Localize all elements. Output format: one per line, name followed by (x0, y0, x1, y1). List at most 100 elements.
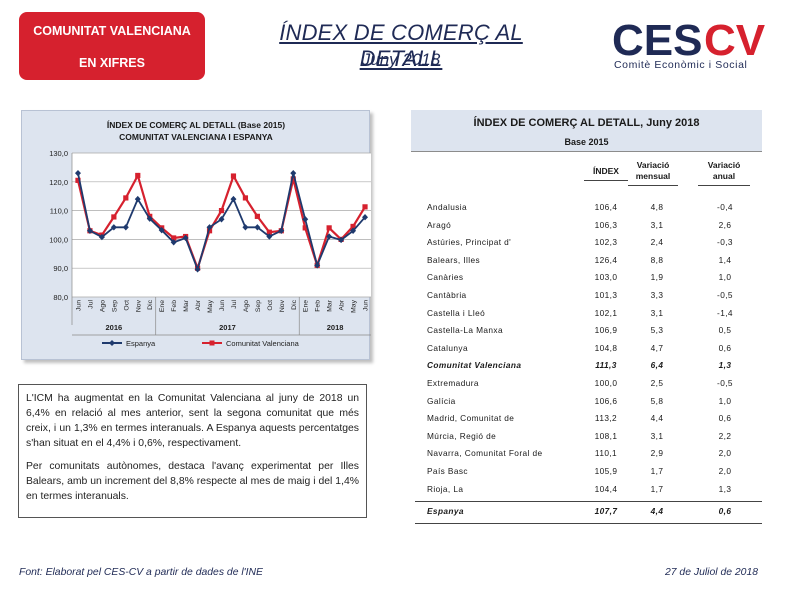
monthly-change: 5,3 (650, 325, 664, 336)
data-point-square (350, 223, 356, 230)
chart-title: ÍNDEX DE COMERÇ AL DETALL (Base 2015) (107, 120, 285, 130)
data-point-diamond (98, 233, 105, 241)
data-point-diamond (218, 216, 225, 223)
x-tick-label: Abr (339, 299, 346, 310)
page-title: ÍNDEX DE COMERÇ AL DETALL (279, 20, 523, 71)
year-label: 2017 (219, 323, 236, 332)
data-point-square (218, 208, 225, 214)
x-tick-label: Oct (123, 300, 130, 311)
x-tick-label: Dic (147, 299, 154, 309)
table-row: Andalusia 106,4 4,8 -0,4 (427, 200, 762, 217)
data-point-diamond (302, 216, 309, 223)
index-value: 104,8 (594, 342, 618, 353)
region-name: Galícia (427, 395, 456, 406)
data-point-diamond (146, 215, 153, 222)
table-row: Balears, Illes 126,4 8,8 1,4 (427, 253, 762, 270)
table-row: Madrid, Comunitat de 113,2 4,4 0,6 (427, 411, 762, 428)
x-tick-label: Dic (291, 299, 298, 309)
data-point-diamond (194, 266, 201, 273)
annual-change: -0,4 (717, 202, 733, 212)
x-tick-label: Jun (219, 300, 226, 311)
monthly-change: 1,9 (650, 272, 664, 283)
data-point-square (111, 214, 117, 220)
data-point-diamond (278, 227, 285, 234)
data-point-square (123, 195, 129, 201)
region-name: Balears, Illes (427, 254, 481, 265)
y-tick-label: 130,0 (49, 149, 68, 158)
index-value: 108,1 (594, 430, 618, 441)
index-value: 104,4 (594, 483, 618, 494)
data-point-diamond (158, 226, 165, 234)
data-point-square (75, 177, 81, 183)
cescv-logo: CES CV Comitè Econòmic i Social (612, 15, 770, 73)
annual-change: -0,5 (717, 378, 733, 388)
commentary-box: L'ICM ha augmentat en la Comunitat Valen… (18, 384, 367, 518)
index-value: 106,3 (594, 219, 618, 230)
legend-label: Comunitat Valenciana (226, 339, 300, 348)
index-value: 105,9 (594, 466, 618, 476)
data-point-square (206, 228, 213, 234)
annual-change: 0,6 (718, 413, 732, 424)
data-point-diamond (314, 262, 321, 269)
annual-change: -1,4 (717, 307, 733, 318)
monthly-change: 2,5 (650, 378, 664, 388)
column-header-index: ÍNDEX (584, 166, 628, 181)
monthly-change: 2,9 (650, 448, 664, 459)
x-tick-label: Ago (243, 300, 250, 312)
y-tick-label: 90,0 (53, 264, 68, 273)
region-name: Múrcia, Regió de (427, 430, 497, 441)
table-row: Astúries, Principat d' 102,3 2,4 -0,3 (427, 235, 762, 252)
plot-area (72, 153, 371, 297)
region-badge: COMUNITAT VALENCIANA EN XIFRES (19, 12, 205, 80)
monthly-change: 4,4 (650, 506, 664, 517)
table-row: País Basc 105,9 1,7 2,0 (427, 464, 762, 481)
data-point-diamond (122, 224, 129, 231)
annual-change: 1,0 (718, 272, 732, 283)
x-tick-label: Feb (315, 300, 322, 312)
data-point-diamond (206, 224, 213, 231)
index-value: 100,0 (594, 378, 618, 388)
cescv-logo-mark: CES CV (612, 16, 766, 61)
monthly-change: 3,3 (650, 290, 664, 300)
y-tick-label: 80,0 (53, 293, 68, 302)
index-value: 110,1 (594, 448, 618, 459)
data-point-square (242, 195, 249, 201)
legend-marker-square (209, 340, 215, 346)
data-point-diamond (266, 233, 273, 240)
data-point-square (266, 229, 272, 235)
table-row: Castella i Lleó 102,1 3,1 -1,4 (427, 306, 762, 323)
table-row: Navarra, Comunitat Foral de 110,1 2,9 2,0 (427, 446, 762, 463)
data-point-diamond (326, 233, 333, 240)
logo-text-ces: CES (612, 16, 702, 61)
x-tick-label: Jul (87, 300, 94, 309)
data-point-square (135, 172, 141, 179)
table-row: Canàries 103,0 1,9 1,0 (427, 270, 762, 287)
data-point-square (290, 176, 296, 182)
x-tick-label: May (351, 299, 358, 312)
annual-change: 2,0 (718, 448, 732, 459)
table-header: ÍNDEX DE COMERÇ AL DETALL, Juny 2018 Bas… (411, 110, 762, 152)
data-point-diamond (254, 224, 261, 231)
region-name: Canàries (427, 272, 464, 283)
region-name: Madrid, Comunitat de (427, 413, 515, 424)
table-rule-top (415, 501, 762, 503)
x-tick-label: Jul (231, 300, 238, 309)
legend-marker-diamond (109, 340, 115, 346)
index-value: 106,6 (594, 395, 618, 406)
page-subtitle: Juny 2018 (361, 50, 441, 69)
table-row-total: Espanya 107,7 4,4 0,6 (427, 504, 762, 521)
region-name: Cantàbria (427, 290, 467, 300)
index-value: 111,3 (595, 360, 617, 371)
index-value: 101,3 (594, 290, 618, 300)
data-point-diamond (74, 169, 81, 177)
year-label: 2016 (106, 323, 123, 332)
x-tick-label: Oct (267, 300, 274, 311)
monthly-change: 3,1 (650, 430, 664, 441)
index-value: 106,4 (594, 202, 618, 212)
x-tick-label: Jun (363, 300, 370, 311)
index-value: 113,2 (594, 413, 618, 424)
table-row: Aragó 106,3 3,1 2,6 (427, 218, 762, 235)
table-row: Rioja, La 104,4 1,7 1,3 (427, 482, 762, 499)
table-title: ÍNDEX DE COMERÇ AL DETALL, Juny 2018 (473, 117, 700, 129)
region-name: Navarra, Comunitat Foral de (427, 448, 543, 459)
